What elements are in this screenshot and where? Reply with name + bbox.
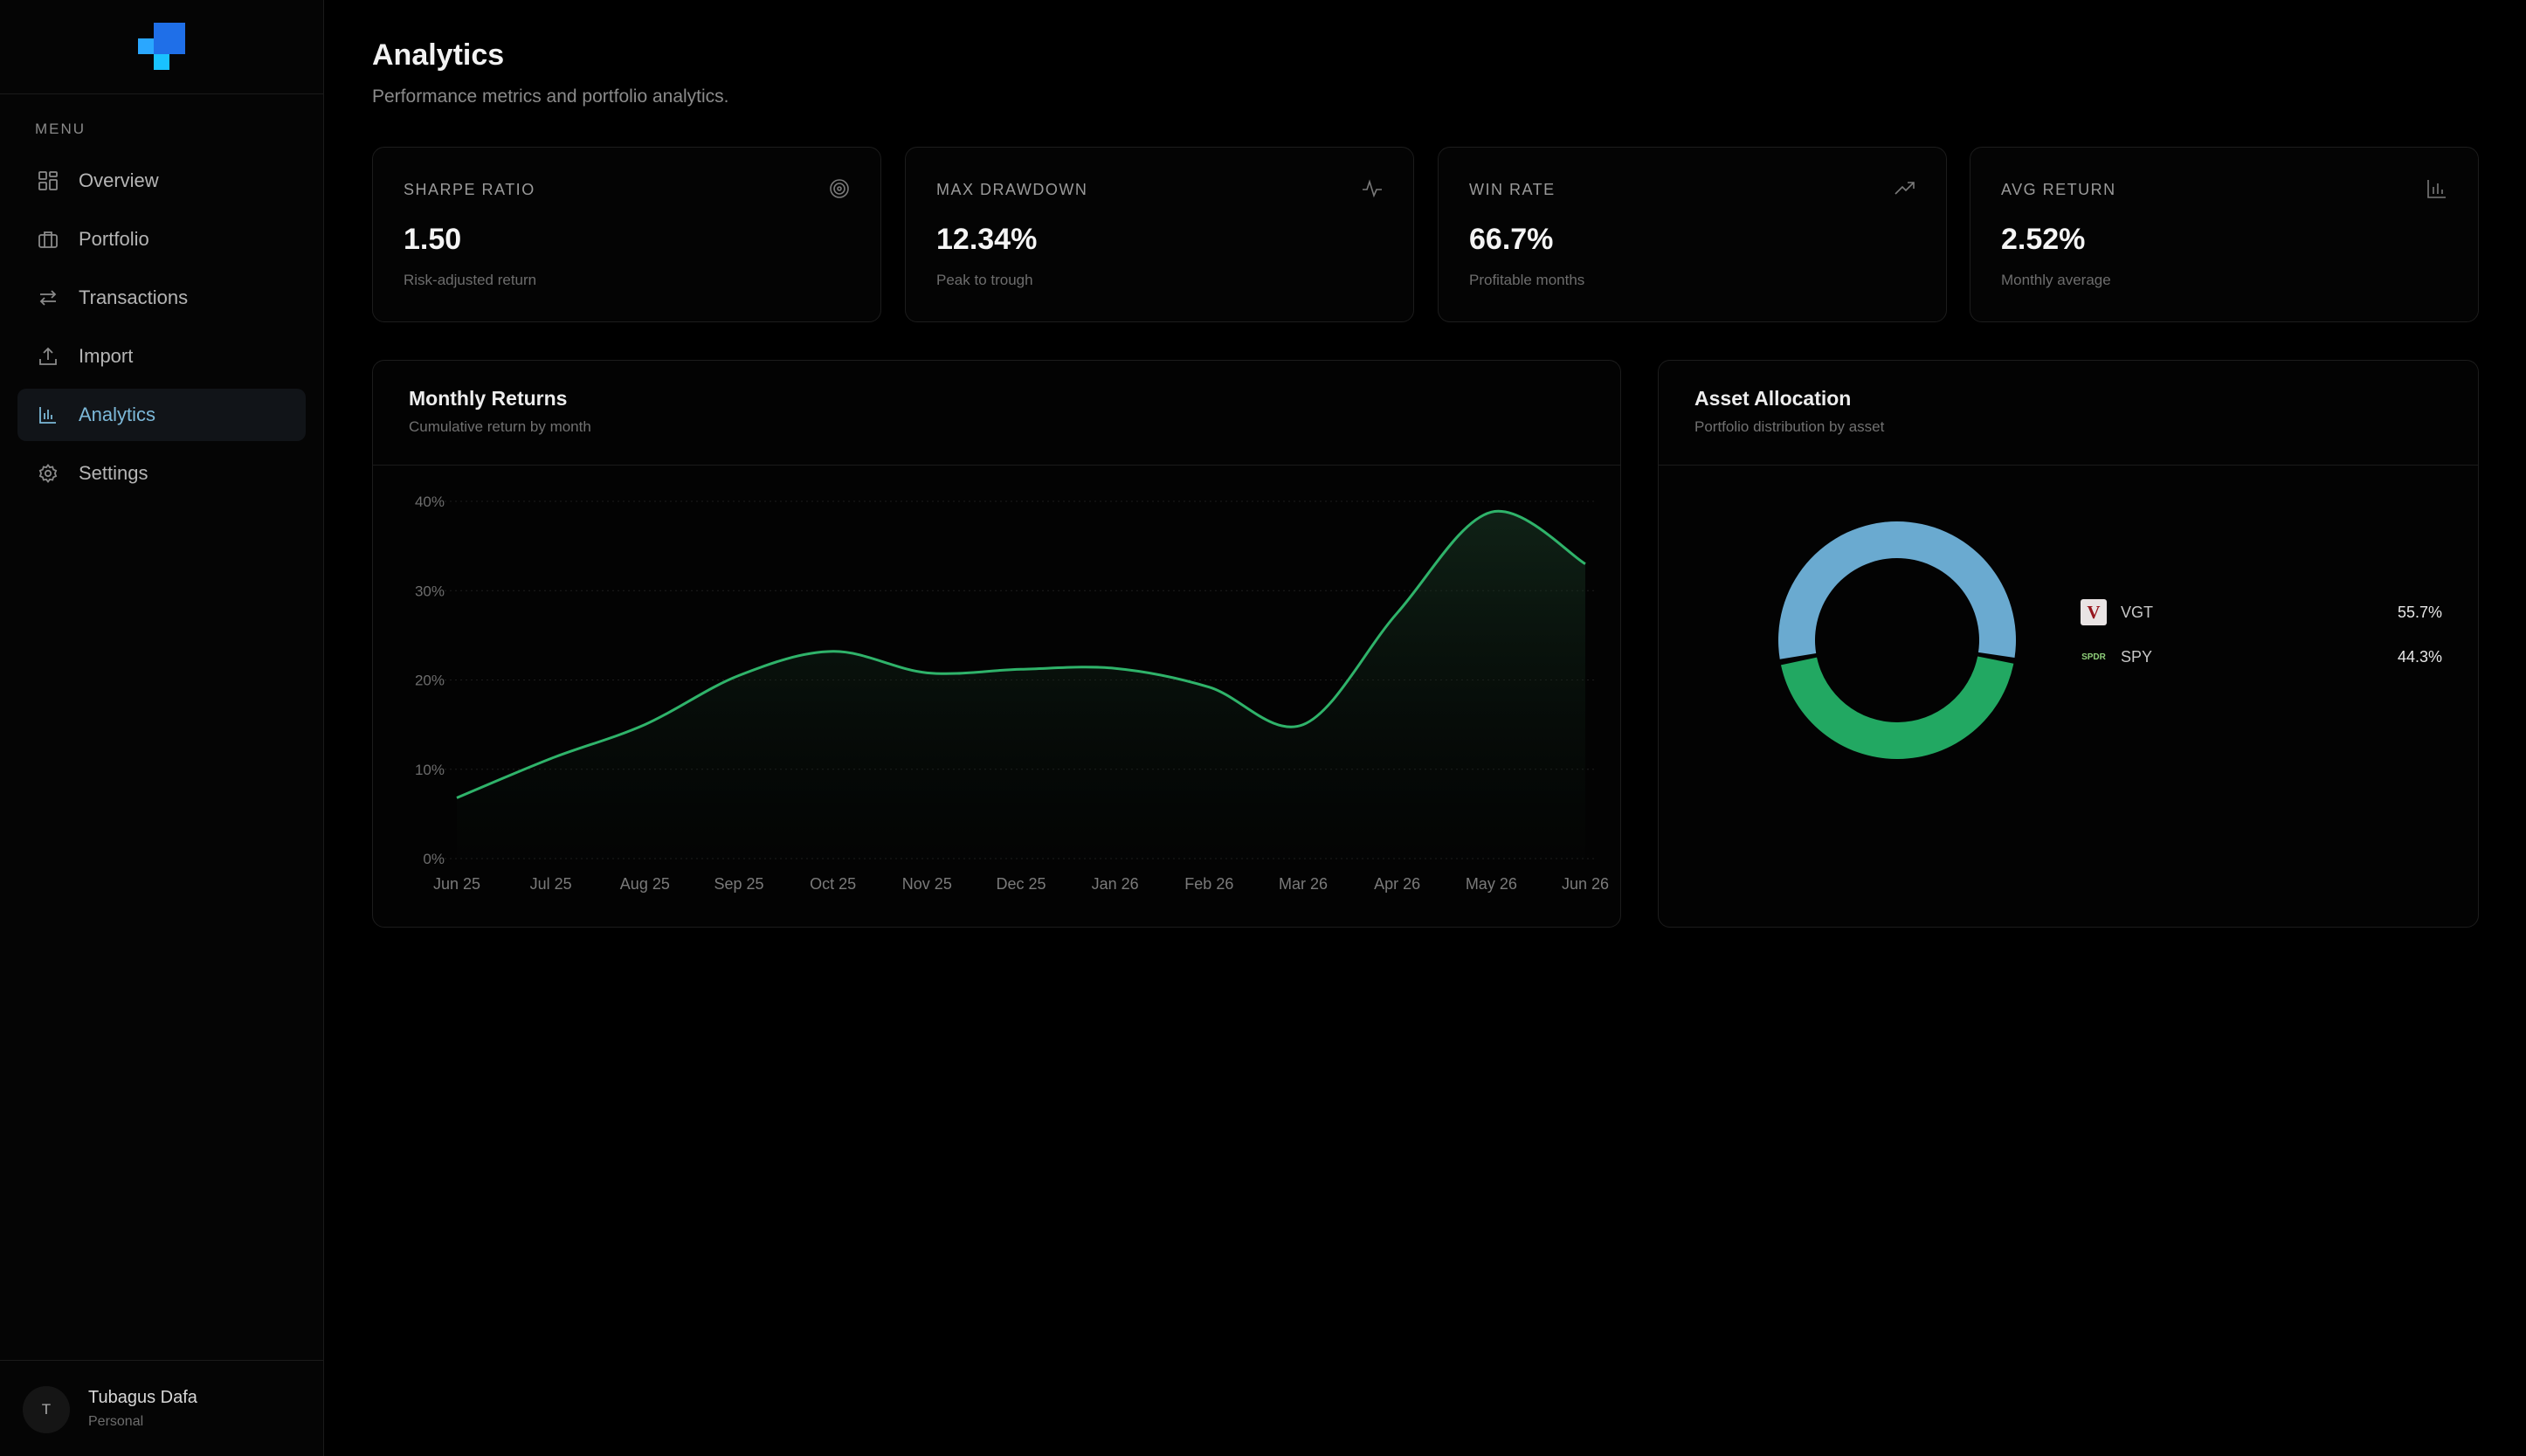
stat-value: 2.52% [2001, 223, 2086, 256]
monthly-returns-chart[interactable]: 0% 10% 20% 30% 40% Jun 25 Jul 25 Aug 25 Sep 25 Oc… [373, 466, 1620, 928]
donut-slice-vgt[interactable] [1778, 521, 2016, 659]
card-subtitle: Portfolio distribution by asset [1694, 418, 1885, 435]
asset-allocation-donut[interactable] [1757, 500, 2037, 780]
legend-item-vgt[interactable]: V VGT 55.7% [1707, 599, 2442, 629]
stat-card-max-drawdown: MAX DRAWDOWN 12.34% Peak to trough [905, 147, 1414, 322]
legend-value: 44.3% [2397, 648, 2442, 666]
sidebar-item-label: Settings [79, 462, 148, 484]
sidebar-item-analytics[interactable]: Analytics [17, 389, 306, 441]
sidebar-item-label: Transactions [79, 286, 189, 308]
x-tick-label: May 26 [1466, 875, 1517, 893]
series-line [456, 509, 1586, 799]
y-tick-label: 0% [423, 851, 445, 867]
target-icon [830, 179, 849, 198]
bar-chart-icon [2427, 180, 2446, 198]
stat-description: Profitable months [1469, 272, 1585, 288]
monthly-returns-card: Monthly Returns Cumulative return by mon… [372, 360, 1621, 928]
stat-description: Monthly average [2001, 272, 2111, 288]
legend-label: VGT [2121, 604, 2154, 621]
x-tick-label: Feb 26 [1184, 875, 1233, 893]
sidebar-item-portfolio[interactable]: Portfolio [17, 213, 306, 266]
stat-card-sharpe-ratio: SHARPE RATIO 1.50 Risk-adjusted return [372, 147, 881, 322]
stat-card-avg-return: AVG RETURN 2.52% Monthly average [1970, 147, 2479, 322]
sidebar-item-label: Portfolio [79, 228, 149, 250]
stat-value: 66.7% [1469, 223, 1554, 256]
user-profile[interactable]: T Tubagus Dafa Personal [0, 1360, 324, 1456]
briefcase-icon [37, 228, 59, 251]
legend-label: SPY [2121, 648, 2153, 666]
y-tick-label: 30% [415, 583, 445, 599]
sidebar-item-import[interactable]: Import [17, 330, 306, 383]
user-role: Personal [88, 1414, 144, 1429]
menu-title: MENU [35, 121, 86, 137]
legend-item-spy[interactable]: SPDR SPY 44.3% [1707, 644, 2442, 673]
x-tick-label: Jul 25 [530, 875, 572, 893]
sidebar-item-transactions[interactable]: Transactions [17, 272, 306, 324]
stat-label: SHARPE RATIO [404, 181, 535, 198]
user-name: Tubagus Dafa [88, 1388, 197, 1407]
x-tick-label: Sep 25 [714, 875, 763, 893]
x-tick-label: Aug 25 [620, 875, 670, 893]
y-tick-label: 10% [415, 762, 445, 778]
x-tick-label: Jun 26 [1562, 875, 1609, 893]
sidebar-item-label: Import [79, 345, 134, 367]
sidebar-item-overview[interactable]: Overview [17, 155, 306, 207]
y-tick-label: 40% [415, 493, 445, 510]
legend-value: 55.7% [2397, 604, 2442, 621]
x-tick-label: Oct 25 [810, 875, 856, 893]
asset-allocation-card: Asset Allocation Portfolio distribution … [1658, 360, 2479, 928]
y-tick-label: 20% [415, 673, 445, 689]
stat-label: MAX DRAWDOWN [936, 181, 1088, 198]
swap-icon [37, 286, 59, 309]
page-subtitle: Performance metrics and portfolio analyt… [372, 86, 729, 107]
sidebar-item-label: Overview [79, 169, 159, 191]
activity-icon [1363, 179, 1382, 198]
stat-value: 12.34% [936, 223, 1038, 256]
logo-icon[interactable] [138, 23, 185, 70]
x-tick-label: Nov 25 [902, 875, 952, 893]
stat-value: 1.50 [404, 223, 462, 256]
stat-card-win-rate: WIN RATE 66.7% Profitable months [1438, 147, 1947, 322]
gear-icon [37, 462, 59, 485]
card-title: Monthly Returns [409, 387, 568, 410]
sidebar-nav: Overview Portfolio Transactions Import A… [17, 155, 306, 506]
stat-label: AVG RETURN [2001, 181, 2116, 198]
sidebar: MENU Overview Portfolio Transactions Imp… [0, 0, 324, 1456]
bar-chart-icon [37, 404, 59, 426]
sidebar-item-label: Analytics [79, 404, 156, 425]
donut-slice-spy[interactable] [1780, 656, 2014, 760]
card-header: Asset Allocation Portfolio distribution … [1659, 361, 2478, 466]
x-tick-label: Apr 26 [1374, 875, 1420, 893]
spdr-logo-icon: SPDR [2081, 652, 2106, 662]
x-tick-label: Mar 26 [1279, 875, 1328, 893]
grid-icon [37, 169, 59, 192]
upload-icon [37, 345, 59, 368]
sidebar-item-settings[interactable]: Settings [17, 447, 306, 500]
x-tick-label: Jan 26 [1092, 875, 1139, 893]
card-header: Monthly Returns Cumulative return by mon… [373, 361, 1620, 466]
trending-up-icon [1894, 182, 1915, 195]
card-title: Asset Allocation [1694, 387, 1852, 410]
stat-label: WIN RATE [1469, 181, 1556, 198]
page-title: Analytics [372, 38, 505, 72]
logo-area [0, 0, 323, 94]
card-subtitle: Cumulative return by month [409, 418, 591, 435]
vanguard-logo-icon: V [2081, 599, 2107, 625]
x-tick-label: Dec 25 [996, 875, 1046, 893]
stat-description: Peak to trough [936, 272, 1033, 288]
stat-description: Risk-adjusted return [404, 272, 537, 288]
x-tick-label: Jun 25 [433, 875, 480, 893]
avatar: T [23, 1386, 70, 1433]
area-fill [457, 511, 1585, 859]
